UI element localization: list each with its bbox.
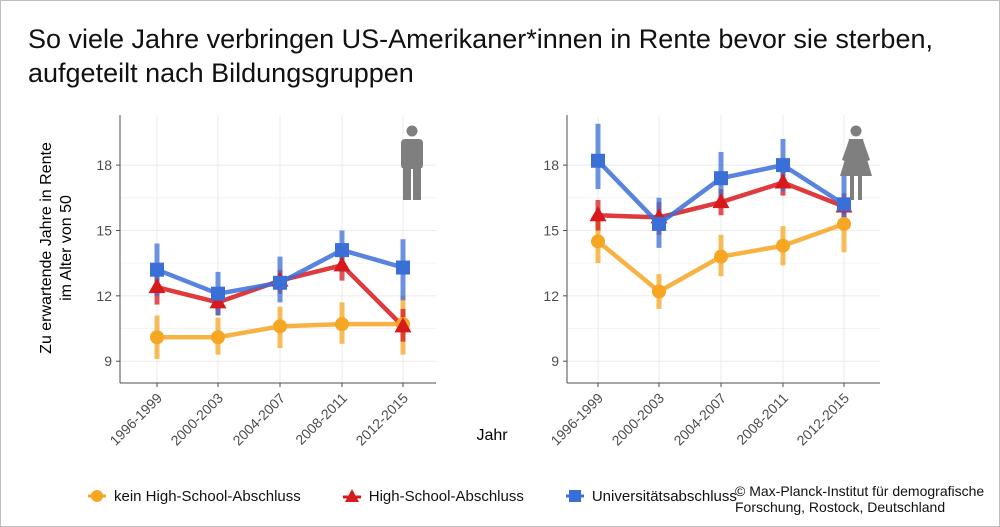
data-point-circle bbox=[837, 216, 851, 231]
y-tick-label: 12 bbox=[543, 288, 559, 304]
female-figure-icon bbox=[840, 125, 872, 200]
y-axis-title: Zu erwartende Jahre in Rente im Alter von… bbox=[38, 142, 75, 354]
x-tick-label: 2008-2011 bbox=[733, 390, 791, 448]
data-point-triangle bbox=[589, 206, 607, 222]
x-tick-label: 2004-2007 bbox=[670, 390, 729, 449]
data-point-square bbox=[273, 275, 287, 290]
y-tick-label: 9 bbox=[551, 353, 559, 369]
male-figure-icon bbox=[401, 125, 423, 200]
legend-label: kein High-School-Abschluss bbox=[114, 487, 301, 505]
legend-square-marker bbox=[565, 487, 584, 505]
data-point-triangle bbox=[712, 193, 730, 209]
data-point-triangle bbox=[148, 278, 166, 294]
icon-head bbox=[406, 125, 418, 137]
data-point-triangle bbox=[774, 173, 792, 189]
data-point-triangle bbox=[394, 317, 412, 333]
y-tick-label: 15 bbox=[543, 222, 559, 238]
legend-item-no-high-school: kein High-School-Abschluss bbox=[88, 487, 301, 505]
legend-label: Universitätsabschluss bbox=[591, 487, 737, 505]
copyright-line-2: Forschung, Rostock, Deutschland bbox=[735, 499, 946, 515]
x-axis-title: Jahr bbox=[476, 427, 508, 444]
data-point-circle bbox=[335, 317, 349, 332]
y-tick-label: 15 bbox=[96, 222, 112, 238]
data-point-square bbox=[211, 286, 225, 301]
legend-triangle-marker bbox=[342, 487, 361, 505]
data-point-circle bbox=[211, 330, 225, 345]
data-point-square bbox=[652, 216, 666, 231]
data-point-circle bbox=[776, 238, 790, 253]
chart-title: So viele Jahre verbringen US-Amerikaner*… bbox=[28, 24, 933, 88]
icon-leg bbox=[413, 164, 421, 200]
data-point-square bbox=[776, 158, 790, 173]
data-point-triangle bbox=[333, 256, 351, 272]
icon-arm bbox=[860, 140, 870, 161]
copyright-line-1: © Max-Planck-Institut für demografische bbox=[735, 483, 985, 499]
y-tick-label: 18 bbox=[543, 157, 559, 173]
y-tick-label: 12 bbox=[96, 288, 112, 304]
copyright-note: © Max-Planck-Institut für demografische … bbox=[735, 483, 984, 515]
panel-women: 9 12 15 18 1996-1999 2000-2003 2004-2007 2008-2… bbox=[543, 115, 880, 448]
data-point-square bbox=[150, 262, 164, 277]
x-tick-label: 2012-2015 bbox=[352, 390, 411, 449]
x-tick-label: 1996-1999 bbox=[547, 390, 606, 449]
icon-arm bbox=[842, 140, 852, 161]
data-point-square bbox=[714, 171, 728, 186]
x-tick-label: 2012-2015 bbox=[793, 390, 852, 449]
y-tick-label: 18 bbox=[96, 157, 112, 173]
x-tick-label: 1996-1999 bbox=[106, 390, 165, 449]
data-point-square bbox=[837, 197, 851, 212]
data-point-square bbox=[335, 243, 349, 258]
icon-torso bbox=[401, 139, 423, 169]
legend-circle-marker bbox=[88, 487, 106, 505]
x-tick-label: 2008-2011 bbox=[292, 390, 350, 448]
legend: kein High-School-Abschluss High-School-A… bbox=[88, 484, 779, 508]
legend-item-university: Universitätsabschluss bbox=[565, 487, 737, 505]
icon-head bbox=[850, 125, 862, 137]
legend-item-high-school: High-School-Abschluss bbox=[342, 487, 524, 505]
legend-label: High-School-Abschluss bbox=[368, 487, 524, 505]
data-point-square bbox=[591, 153, 605, 168]
icon-leg bbox=[403, 164, 411, 200]
data-point-square bbox=[396, 260, 410, 275]
x-tick-label: 2004-2007 bbox=[229, 390, 288, 449]
data-point-circle bbox=[150, 330, 164, 345]
x-tick-label: 2000-2003 bbox=[608, 390, 667, 449]
icon-leg bbox=[850, 176, 854, 200]
icon-leg bbox=[858, 176, 862, 200]
panel-men: 9 12 15 18 1996-1999 2000-2003 2004-2007 2008-2… bbox=[96, 115, 436, 448]
data-point-circle bbox=[273, 319, 287, 334]
data-point-circle bbox=[652, 284, 666, 299]
data-point-triangle bbox=[209, 293, 227, 309]
data-point-circle bbox=[714, 249, 728, 264]
data-point-circle bbox=[591, 234, 605, 249]
y-tick-label: 9 bbox=[104, 353, 112, 369]
x-tick-label: 2000-2003 bbox=[167, 390, 226, 449]
